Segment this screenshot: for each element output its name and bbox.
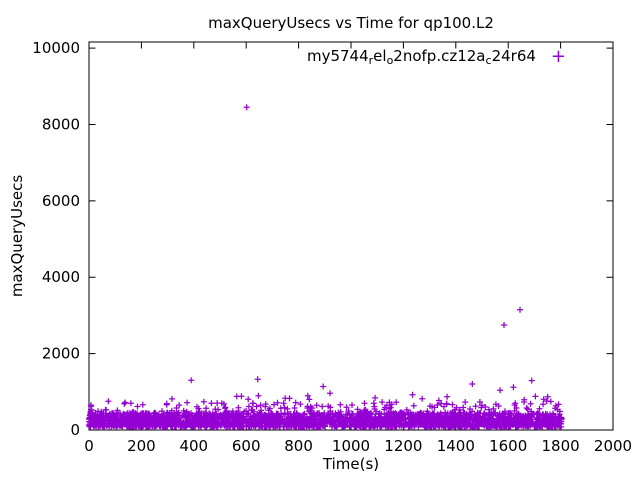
legend-text-segment: r bbox=[368, 54, 374, 67]
legend-text-segment: c bbox=[485, 54, 492, 67]
x-axis-label: Time(s) bbox=[322, 455, 380, 473]
axis-tick-labels: 0 200 400 600 800 1000 1200 1400 1600 1800 2000 0 20… bbox=[32, 39, 632, 455]
x-tick-label: 1800 bbox=[542, 437, 580, 455]
x-tick-label: 1000 bbox=[332, 437, 370, 455]
x-tick-label: 0 bbox=[84, 437, 94, 455]
y-tick-label: 6000 bbox=[42, 192, 80, 210]
y-axis-label: maxQueryUsecs bbox=[8, 174, 26, 298]
y-tick-label: 4000 bbox=[42, 268, 80, 286]
x-tick-label: 200 bbox=[127, 437, 156, 455]
plot-frame bbox=[88, 41, 614, 431]
x-tick-label: 1600 bbox=[489, 437, 527, 455]
y-tick-label: 0 bbox=[70, 421, 80, 439]
legend-text-segment: 2nofp.cz12a bbox=[393, 47, 486, 65]
x-tick-label: 600 bbox=[232, 437, 261, 455]
x-tick-label: 1200 bbox=[384, 437, 422, 455]
x-tick-label: 400 bbox=[179, 437, 208, 455]
x-tick-label: 1400 bbox=[437, 437, 475, 455]
legend-text-segment: o bbox=[386, 54, 394, 67]
y-tick-label: 8000 bbox=[42, 115, 80, 133]
scatter-points bbox=[86, 104, 565, 430]
legend-text-segment: 24r64 bbox=[491, 47, 536, 65]
plus-marker-icon: + bbox=[550, 46, 566, 67]
y-tick-label: 2000 bbox=[42, 345, 80, 363]
plot-border bbox=[88, 41, 614, 431]
chart-title: maxQueryUsecs vs Time for qp100.L2 bbox=[208, 14, 494, 32]
legend-series-label: my5744relo2nofp.cz12ac24r64 bbox=[307, 47, 536, 67]
x-tick-label: 2000 bbox=[594, 437, 632, 455]
axis-ticks bbox=[88, 42, 614, 431]
data-series-markers bbox=[86, 104, 565, 430]
legend-text-segment: my5744 bbox=[306, 47, 369, 65]
x-tick-label: 800 bbox=[284, 437, 313, 455]
legend: my5744relo2nofp.cz12ac24r64 + bbox=[307, 46, 566, 68]
y-tick-label: 10000 bbox=[32, 39, 80, 57]
legend-text-segment: el bbox=[373, 47, 387, 65]
